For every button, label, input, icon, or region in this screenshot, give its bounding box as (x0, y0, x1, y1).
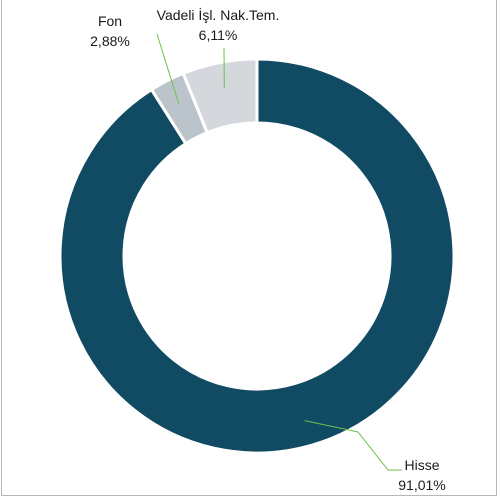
slice-label-vadeli-name: Vadeli İşl. Nak.Tem. (157, 6, 280, 23)
slice-label-fon-name: Fon (98, 13, 122, 29)
slice-label-hisse-name: Hisse (404, 457, 439, 473)
slice-label-fon-value: 2,88% (90, 33, 130, 49)
leader-line-1 (156, 33, 180, 104)
slice-label-hisse-value: 91,01% (398, 477, 445, 493)
donut-slices (58, 57, 456, 455)
leader-line-0 (304, 420, 402, 471)
slice-label-vadeli-value: 6,11% (199, 27, 238, 43)
leader-lines (156, 33, 402, 471)
donut-slice-vadeli (181, 57, 259, 135)
donut-slice-hisse (58, 57, 456, 455)
